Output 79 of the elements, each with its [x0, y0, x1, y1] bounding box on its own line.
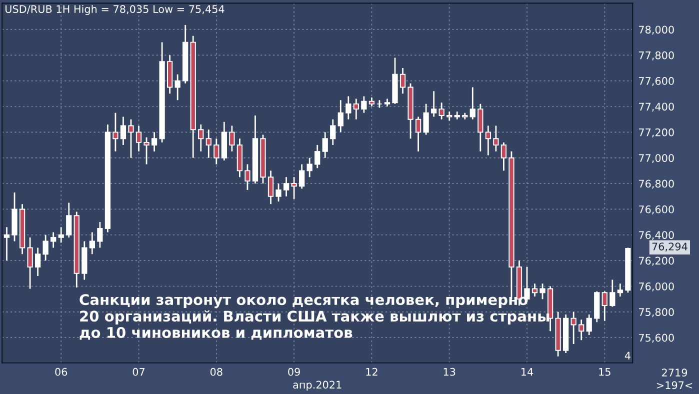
candlestick [610, 279, 616, 308]
candlestick [438, 102, 444, 120]
candlestick [112, 112, 118, 152]
y-tick-label: 75,800 [639, 308, 674, 318]
candlestick [485, 125, 491, 156]
candlestick [617, 282, 623, 298]
candlestick [128, 118, 134, 159]
x-axis-title: апр.2021 [293, 380, 342, 391]
y-tick-label: 75,600 [639, 334, 674, 343]
candlestick [120, 116, 126, 146]
candlestick [198, 124, 204, 152]
candlestick [27, 236, 33, 290]
y-tick-label: 76,600 [639, 205, 674, 214]
text: >197< [656, 381, 692, 390]
candlestick [229, 125, 235, 152]
candlestick [346, 96, 352, 120]
candlestick [540, 282, 546, 300]
x-tick-label: 14 [522, 368, 534, 376]
candlestick [330, 118, 336, 146]
x-tick-label: 06 [55, 368, 68, 376]
candlestick [291, 176, 297, 200]
chart-title: USD/RUB 1H High = 78,035 Low = 75,454 [6, 4, 224, 16]
x-tick-label: 09 [288, 368, 300, 376]
candlestick [144, 136, 150, 165]
candlestick [97, 221, 103, 248]
candlestick [136, 125, 142, 152]
text: 76,294 [652, 242, 688, 252]
candlestick [400, 67, 406, 94]
candlestick [299, 164, 305, 190]
candlestick [35, 247, 41, 277]
candlestick [338, 99, 344, 133]
candlestick [151, 131, 158, 152]
x-tick-label: 13 [444, 368, 456, 376]
candlestick [268, 170, 274, 205]
candlestick [276, 182, 282, 202]
candlestick [50, 232, 56, 248]
candlestick [415, 116, 422, 152]
candlestick [174, 74, 180, 101]
candlestick [283, 176, 290, 198]
candlestick [361, 96, 367, 114]
candlestick [353, 98, 359, 120]
annotation: 4 [624, 352, 630, 360]
y-tick-label: 76,800 [639, 180, 674, 189]
y-tick-label: 77,000 [639, 154, 674, 164]
candlestick [206, 128, 212, 159]
candlestick [89, 232, 95, 255]
candlestick [570, 311, 576, 345]
y-tick-label: 76,400 [639, 231, 674, 240]
x-tick-label: 08 [210, 368, 222, 376]
candlestick [66, 202, 72, 238]
y-tick-label: 78,000 [639, 26, 674, 35]
text: 2719 [662, 368, 688, 377]
y-tick-label: 77,600 [639, 77, 674, 86]
candlestick [493, 125, 499, 152]
candlestick [532, 282, 538, 298]
candlestick [602, 290, 608, 322]
y-tick-label: 77,800 [639, 51, 674, 60]
candlestick [431, 90, 437, 118]
candlestick [500, 142, 507, 172]
candlestick [214, 138, 220, 165]
candlestick [4, 226, 10, 262]
y-tick-label: 76,200 [639, 256, 674, 266]
candlestick [478, 103, 484, 152]
y-tick-label: 77,200 [639, 128, 674, 138]
x-tick-label: 07 [132, 368, 144, 376]
y-tick-label: 77,400 [639, 102, 674, 112]
x-tick-label: 12 [366, 368, 378, 376]
candlestick [578, 318, 584, 341]
candlestick [314, 144, 320, 169]
candlestick [423, 103, 429, 136]
candlestick [58, 226, 64, 244]
candlestick [306, 157, 312, 178]
candlestick [470, 86, 476, 120]
candlestick [322, 131, 328, 159]
candlestick [244, 164, 250, 191]
y-tick-label: 76,000 [639, 282, 674, 292]
candlestick [42, 234, 48, 262]
x-tick-label: 15 [599, 368, 610, 376]
candlestick [586, 314, 592, 336]
